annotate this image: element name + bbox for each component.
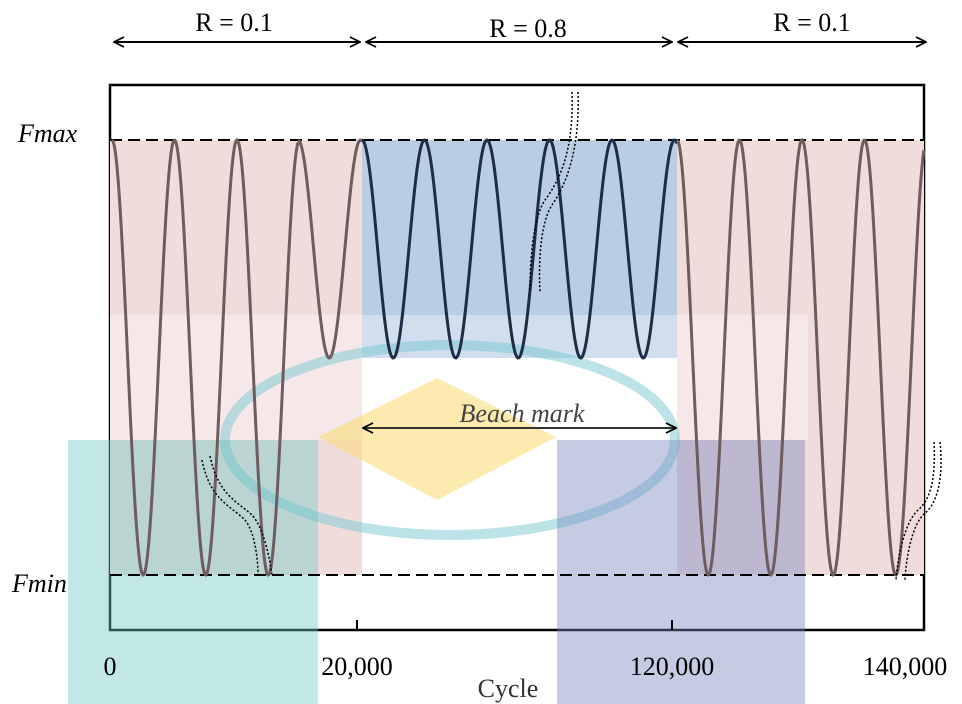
load-wave	[361, 138, 679, 360]
region-label: R = 0.1	[195, 8, 273, 37]
x-tick-label: 140,000	[863, 652, 948, 681]
region-label: R = 0.1	[773, 8, 851, 37]
beach-mark-label: Beach mark	[460, 399, 585, 428]
region-r01	[677, 140, 924, 575]
x-axis-label: Cycle	[478, 674, 539, 703]
x-tick-label: 120,000	[630, 652, 715, 681]
load-wave	[675, 137, 926, 577]
fmin-label: Fmin	[11, 569, 67, 598]
load-wave	[110, 137, 300, 577]
overlay	[557, 440, 805, 704]
load-wave	[297, 138, 364, 360]
x-tick-label: 20,000	[321, 652, 393, 681]
x-tick-label: 0	[104, 652, 117, 681]
overlay	[318, 378, 556, 500]
region-label: R = 0.8	[489, 14, 567, 43]
fmax-label: Fmax	[17, 119, 78, 148]
crack-marks	[201, 91, 942, 581]
region-r08	[362, 140, 677, 358]
